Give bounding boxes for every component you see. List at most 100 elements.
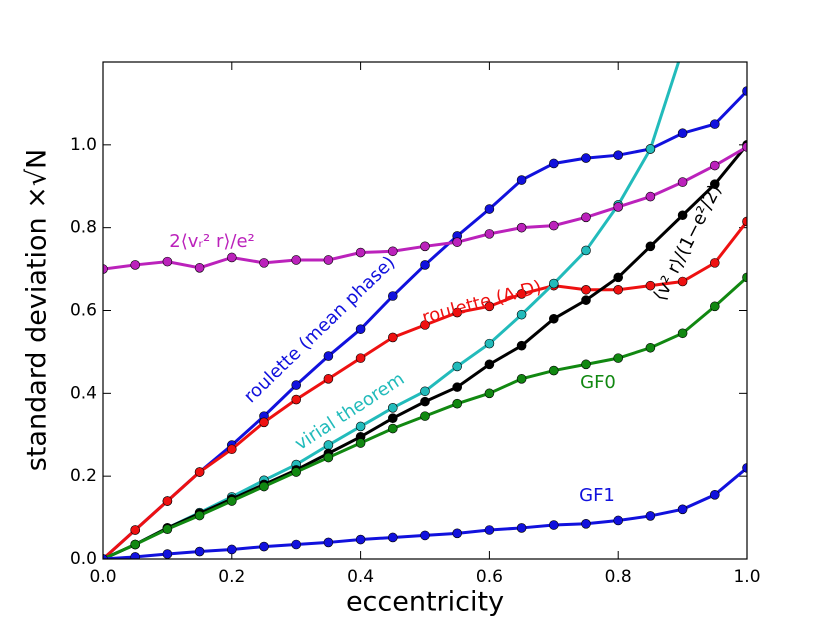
y-tick-label: 0.4	[70, 383, 97, 403]
marker	[709, 179, 720, 189]
marker	[291, 467, 302, 477]
marker	[709, 258, 720, 268]
marker	[548, 313, 559, 324]
marker	[103, 264, 108, 274]
x-axis-label: eccentricity	[346, 587, 504, 618]
marker	[581, 359, 591, 370]
marker	[581, 153, 591, 163]
marker	[742, 216, 747, 227]
marker	[130, 539, 140, 550]
marker	[323, 452, 334, 463]
marker	[581, 295, 591, 305]
marker	[130, 260, 140, 270]
marker	[613, 284, 624, 295]
x-tick-label: 1.0	[733, 567, 760, 587]
marker	[387, 403, 398, 413]
marker	[387, 532, 398, 543]
marker	[227, 544, 237, 555]
marker	[548, 365, 559, 376]
marker	[452, 307, 463, 318]
marker	[516, 175, 527, 185]
marker	[484, 229, 495, 239]
marker	[420, 530, 430, 541]
marker	[516, 289, 527, 299]
y-tick-label: 0.2	[70, 466, 97, 486]
marker	[742, 272, 747, 283]
marker	[677, 210, 688, 221]
marker	[355, 353, 366, 363]
marker	[420, 396, 430, 407]
marker	[645, 191, 656, 202]
marker	[484, 204, 495, 214]
marker	[742, 463, 747, 473]
marker	[323, 255, 334, 265]
marker	[677, 128, 688, 139]
marker	[645, 144, 656, 154]
x-tick-label: 0.2	[218, 567, 245, 587]
marker	[162, 549, 173, 559]
marker	[420, 386, 430, 397]
marker	[355, 247, 366, 258]
marker	[420, 411, 430, 421]
marker	[516, 340, 527, 351]
marker	[259, 417, 269, 428]
x-tick-label: 0.6	[476, 567, 503, 587]
marker	[613, 353, 624, 363]
marker	[516, 309, 527, 320]
marker	[420, 241, 430, 252]
marker	[677, 328, 688, 339]
marker	[355, 438, 366, 448]
marker	[516, 222, 527, 233]
marker	[484, 388, 495, 399]
marker	[452, 528, 463, 539]
y-tick-label: 0.0	[70, 549, 97, 569]
marker	[516, 523, 527, 533]
marker	[645, 241, 656, 252]
marker	[484, 301, 495, 312]
marker	[130, 552, 140, 559]
marker	[548, 520, 559, 530]
marker	[709, 490, 720, 500]
marker	[194, 510, 205, 521]
marker	[162, 524, 173, 534]
marker	[227, 444, 237, 455]
marker	[130, 525, 140, 535]
x-tick-label: 0.8	[605, 567, 632, 587]
series-label: 2⟨vᵣ² r⟩/e²	[169, 231, 255, 252]
marker	[581, 212, 591, 223]
marker	[291, 539, 302, 550]
marker	[259, 541, 269, 552]
marker	[194, 263, 205, 273]
marker	[420, 320, 430, 330]
marker	[484, 359, 495, 370]
marker	[194, 546, 205, 557]
plot-area	[103, 62, 747, 559]
marker	[581, 284, 591, 295]
marker	[645, 511, 656, 521]
series-label: GF1	[579, 485, 615, 506]
marker	[291, 255, 302, 265]
marker	[323, 374, 334, 384]
series-label: GF0	[580, 372, 616, 393]
plot-frame	[102, 61, 748, 560]
marker	[613, 272, 624, 283]
marker	[709, 301, 720, 312]
marker	[613, 515, 624, 526]
marker	[227, 252, 237, 263]
marker	[516, 374, 527, 384]
marker	[742, 142, 747, 152]
marker	[709, 119, 720, 129]
marker	[355, 324, 366, 334]
marker	[387, 423, 398, 434]
marker	[259, 258, 269, 268]
marker	[355, 421, 366, 432]
marker	[452, 237, 463, 247]
marker	[484, 525, 495, 535]
marker	[452, 361, 463, 372]
marker	[613, 202, 624, 212]
marker	[323, 351, 334, 361]
y-tick-label: 1.0	[70, 135, 97, 155]
marker	[613, 150, 624, 160]
y-axis-label: standard deviation ×√N	[22, 149, 53, 471]
